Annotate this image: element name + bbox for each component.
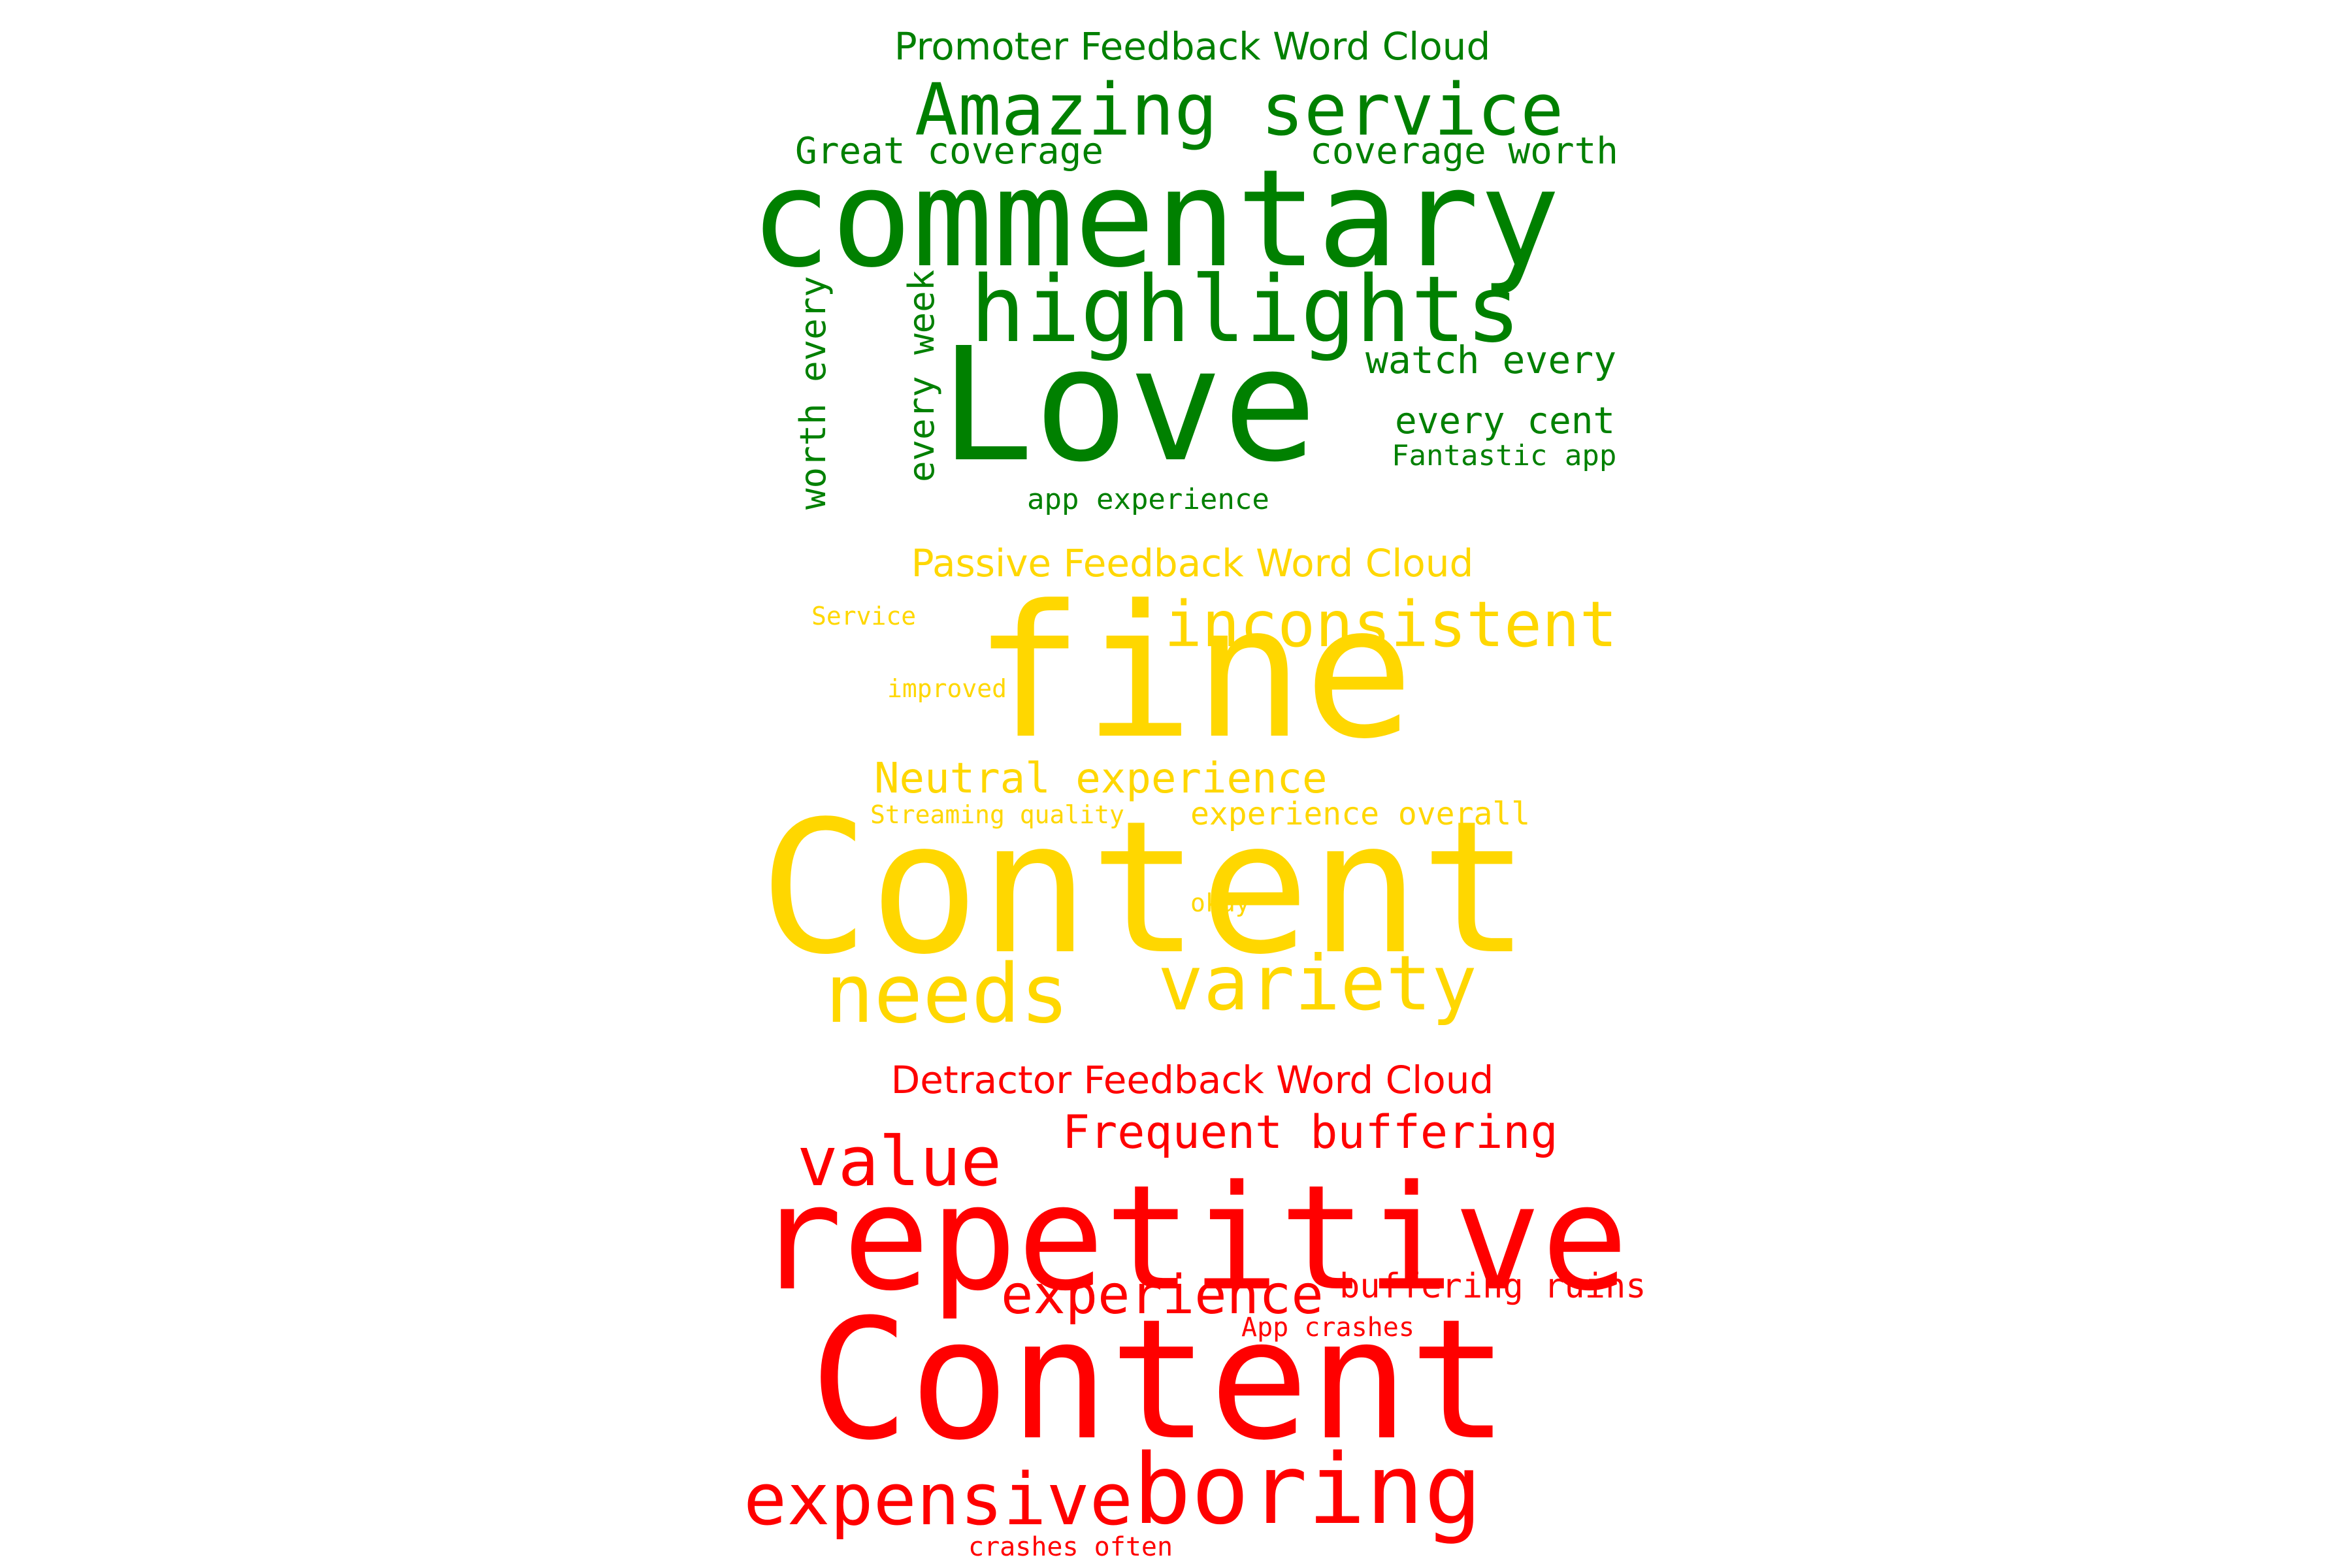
passive-word-inconsistent: inconsistent — [1164, 588, 1618, 661]
promoter-word-love: Love — [939, 314, 1317, 497]
passive-word-content: Content — [759, 782, 1531, 995]
detractor-word-buffering-ruins: buffering ruins — [1339, 1267, 1646, 1306]
passive-word-experience-overall: experience overall — [1190, 796, 1531, 832]
detractor-word-crashes-often: crashes often — [968, 1532, 1173, 1562]
promoter-word-fantastic-app: Fantastic app — [1392, 439, 1617, 472]
promoter-word-commentary: commentary — [750, 140, 1561, 297]
passive-word-neutral-experience: Neutral experience — [874, 755, 1328, 803]
detractor-title: Detractor Feedback Word Cloud — [890, 1058, 1494, 1102]
detractor-word-cloud: Frequent buffering value repetitive expe… — [743, 1032, 1646, 1568]
promoter-panel: Promoter Feedback Word Cloud Amazing ser… — [745, 0, 1640, 523]
passive-word-cloud: Service improved fine inconsistent Neutr… — [745, 516, 1640, 1039]
detractor-panel: Detractor Feedback Word Cloud Frequent b… — [743, 1032, 1646, 1568]
detractor-word-experience: experience — [1001, 1264, 1324, 1326]
promoter-title: Promoter Feedback Word Cloud — [894, 24, 1491, 69]
passive-word-improved: improved — [887, 674, 1007, 703]
passive-word-needs: needs — [825, 947, 1070, 1041]
promoter-word-great-coverage: Great coverage — [795, 130, 1104, 172]
detractor-word-frequent-buffering: Frequent buffering — [1062, 1105, 1558, 1159]
passive-word-okay: okay — [1190, 889, 1250, 917]
promoter-word-every-cent: every cent — [1395, 400, 1616, 442]
detractor-word-content: Content — [809, 1283, 1509, 1477]
detractor-word-app-crashes: App crashes — [1241, 1313, 1414, 1343]
passive-panel: Passive Feedback Word Cloud Service impr… — [745, 516, 1640, 1039]
detractor-word-value: value — [797, 1122, 1002, 1201]
promoter-word-app-experience: app experience — [1027, 483, 1269, 516]
promoter-word-every-week: every week — [901, 269, 942, 482]
passive-title: Passive Feedback Word Cloud — [911, 541, 1474, 585]
detractor-word-expensive: expensive — [743, 1458, 1134, 1541]
promoter-word-highlights: highlights — [970, 257, 1521, 363]
promoter-word-amazing-service: Amazing service — [915, 68, 1564, 152]
promoter-word-watch-every: watch every — [1365, 338, 1617, 382]
passive-word-variety: variety — [1158, 939, 1477, 1028]
passive-word-service: Service — [811, 602, 917, 630]
detractor-word-boring: boring — [1133, 1433, 1482, 1546]
promoter-word-worth-every: worth every — [792, 276, 834, 510]
passive-word-streaming-quality: Streaming quality — [870, 800, 1124, 829]
passive-word-fine: fine — [973, 566, 1414, 779]
promoter-word-coverage-worth: coverage worth — [1310, 130, 1619, 172]
promoter-word-cloud: Amazing service Great coverage coverage … — [745, 0, 1640, 523]
detractor-word-repetitive: repetitive — [755, 1154, 1629, 1323]
